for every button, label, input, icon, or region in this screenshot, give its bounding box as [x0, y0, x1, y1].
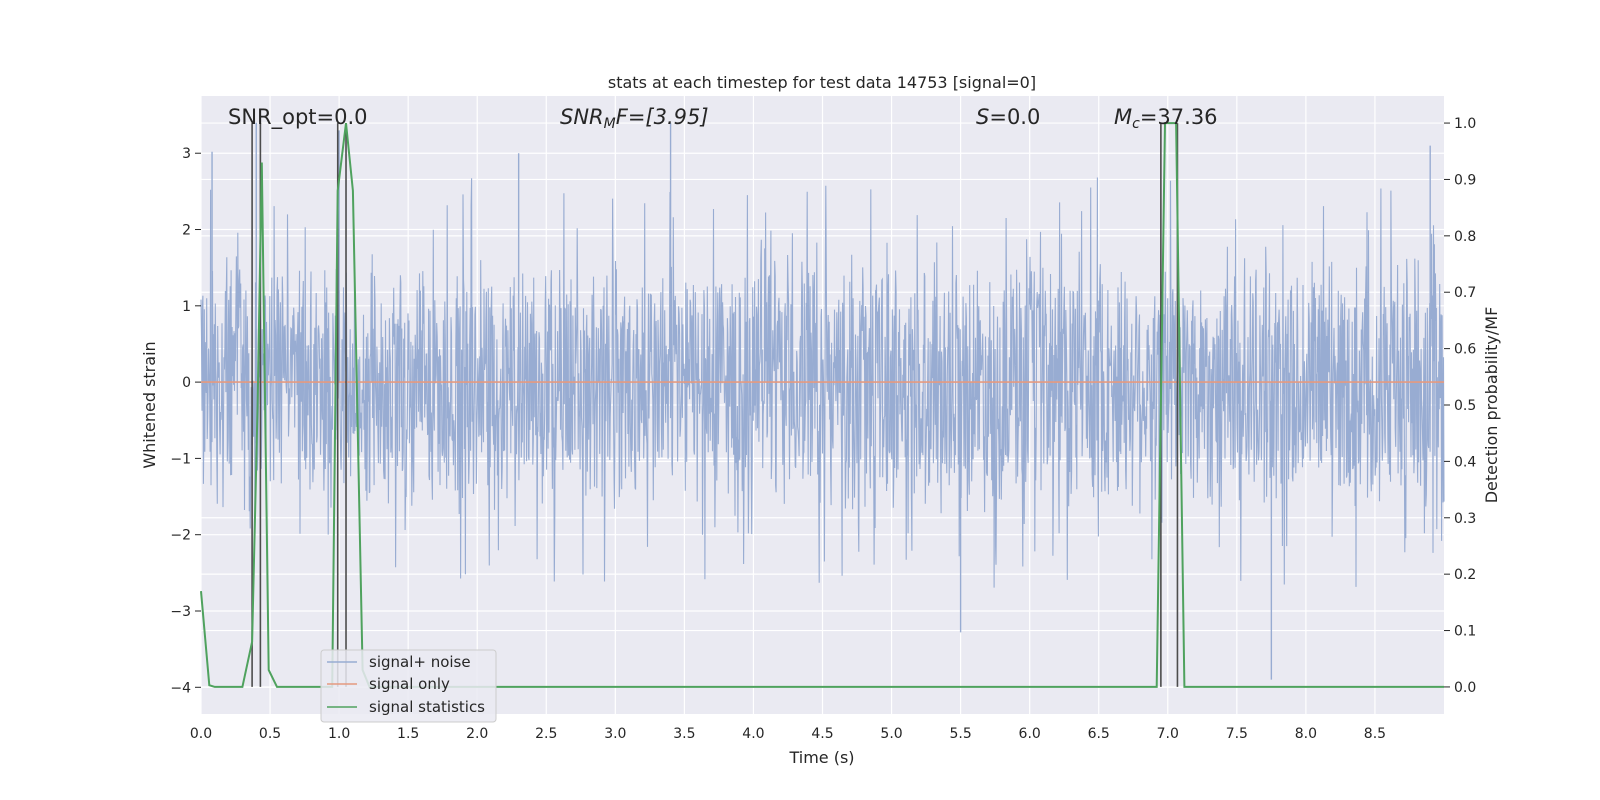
- legend: signal+ noise signal only signal statist…: [320, 649, 497, 723]
- y2-tick-label: 0.3: [1454, 511, 1476, 527]
- y2-tick-label: 0.5: [1454, 398, 1476, 414]
- y-tick-label: 3: [182, 146, 191, 162]
- y2-tick-label: 0.6: [1454, 342, 1476, 358]
- legend-label-signal-statistics: signal statistics: [369, 698, 485, 716]
- y2-tick-label: 0.9: [1454, 172, 1476, 188]
- y-tick-label: −2: [170, 528, 191, 544]
- x-tick-label: 7.5: [1226, 726, 1248, 742]
- signal-statistics-line: [200, 122, 1444, 688]
- noise-trace: [200, 177, 1445, 588]
- y-tick-label: 1: [182, 299, 191, 315]
- x-tick-label: 6.0: [1019, 726, 1041, 742]
- x-tick-label: 0.0: [190, 726, 212, 742]
- y2-tick-label: 0.4: [1454, 454, 1476, 470]
- annotation-snr-opt: SNR_opt=0.0: [228, 105, 368, 130]
- y-tick-label: −1: [170, 451, 191, 467]
- annotation-snr-mf: SNRMF=[3.95]: [560, 105, 709, 132]
- x-tick-label: 8.5: [1364, 726, 1386, 742]
- x-tick-label: 6.5: [1088, 726, 1110, 742]
- y2-tick-label: 1.0: [1454, 116, 1476, 132]
- y-tick-labels: 3 2 1 0 −1 −2 −3 −4: [170, 146, 201, 696]
- legend-label-signal-only: signal only: [369, 675, 450, 693]
- x-tick-label: 5.5: [949, 726, 971, 742]
- x-axis-label: Time (s): [788, 748, 854, 767]
- x-tick-label: 8.0: [1295, 726, 1317, 742]
- x-tick-labels: 0.0 0.5 1.0 1.5 2.0 2.5 3.0 3.5 4.0 4.5 5.0 5.5 6.0 6…: [190, 726, 1386, 742]
- x-tick-label: 2.5: [535, 726, 557, 742]
- y-tick-label: −3: [170, 604, 191, 620]
- x-tick-label: 3.0: [604, 726, 626, 742]
- series-signal-noise: [200, 122, 1445, 680]
- x-tick-label: 1.5: [397, 726, 419, 742]
- legend-label-signal-noise: signal+ noise: [369, 653, 471, 671]
- y-tick-label: 0: [182, 375, 191, 391]
- y2-tick-label: 0.2: [1454, 567, 1476, 583]
- y-tick-label: 2: [182, 223, 191, 239]
- y2-tick-label: 0.1: [1454, 624, 1476, 640]
- y2-tick-labels: 1.0 0.9 0.8 0.7 0.6 0.5 0.4 0.3 0.2 0.1 0.0: [1444, 116, 1476, 696]
- x-tick-label: 5.0: [880, 726, 902, 742]
- x-tick-label: 3.5: [673, 726, 695, 742]
- y2-axis-label: Detection probability/MF: [1482, 307, 1501, 504]
- y2-tick-label: 0.8: [1454, 229, 1476, 245]
- chart-title: stats at each timestep for test data 147…: [608, 73, 1036, 92]
- annotation-s: S=0.0: [976, 105, 1040, 129]
- y2-tick-label: 0.7: [1454, 285, 1476, 301]
- legend-box: [320, 649, 497, 723]
- x-tick-label: 7.0: [1157, 726, 1179, 742]
- x-tick-label: 4.5: [811, 726, 833, 742]
- y-axis-label: Whitened strain: [140, 341, 159, 468]
- x-tick-label: 4.0: [742, 726, 764, 742]
- x-tick-label: 1.0: [328, 726, 350, 742]
- y2-tick-label: 0.0: [1454, 680, 1476, 696]
- x-tick-label: 2.0: [466, 726, 488, 742]
- annotation-mc: Mc=37.36: [1114, 105, 1218, 132]
- x-tick-label: 0.5: [259, 726, 281, 742]
- y-tick-label: −4: [170, 680, 191, 696]
- series-signal-statistics: [200, 122, 1444, 688]
